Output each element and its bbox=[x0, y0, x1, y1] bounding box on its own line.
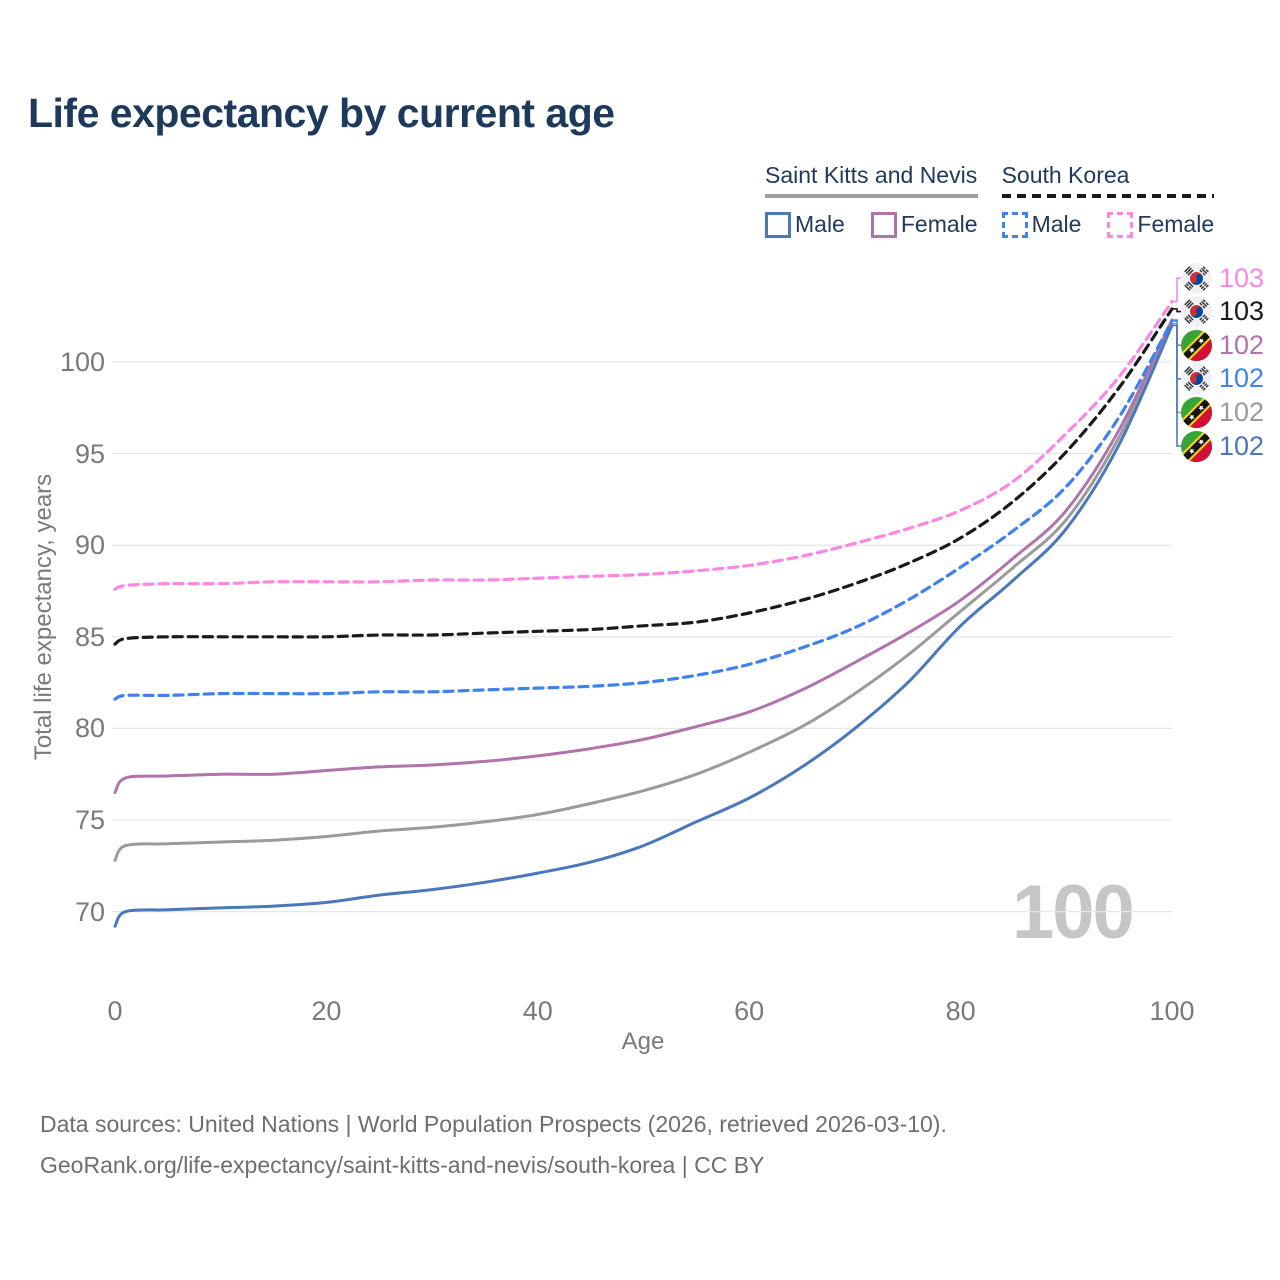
south-korea-flag-icon bbox=[1181, 296, 1212, 328]
legend-item-kr-male[interactable]: Male bbox=[1001, 211, 1082, 238]
footer-data-sources: Data sources: United Nations | World Pop… bbox=[40, 1111, 947, 1137]
saint-kitts-and-nevis-flag-icon bbox=[1181, 396, 1212, 428]
end-value: 102 bbox=[1219, 329, 1265, 360]
line-style-swatch-icon bbox=[765, 211, 791, 238]
gridlines bbox=[112, 361, 1172, 913]
legend-item-skn-female[interactable]: Female bbox=[870, 211, 978, 238]
end-value: 103 bbox=[1219, 296, 1265, 327]
end-value: 103 bbox=[1219, 262, 1265, 293]
footer: Data sources: United Nations | World Pop… bbox=[40, 1104, 947, 1186]
y-tick-label: 100 bbox=[59, 347, 105, 377]
end-label-connector bbox=[1172, 277, 1181, 303]
line-style-swatch-icon bbox=[870, 211, 897, 238]
y-tick-label: 70 bbox=[74, 896, 105, 927]
legend-item-label: Female bbox=[900, 211, 978, 237]
legend-item-kr-female[interactable]: Female bbox=[1107, 211, 1214, 238]
series-line-south-korea-male bbox=[113, 319, 1174, 701]
end-value: 102 bbox=[1219, 396, 1265, 427]
page-title: Life expectancy by current age bbox=[28, 90, 615, 136]
y-tick-label: 85 bbox=[74, 621, 105, 652]
y-tick-label: 80 bbox=[74, 713, 105, 744]
series-line-south-korea-female bbox=[113, 299, 1174, 591]
legend-item-label: Female bbox=[1137, 211, 1215, 237]
footer-attribution: GeoRank.org/life-expectancy/saint-kitts-… bbox=[40, 1152, 765, 1178]
saint-kitts-and-nevis-flag-icon bbox=[1181, 329, 1212, 361]
y-tick-label: 95 bbox=[74, 438, 105, 469]
saint-kitts-and-nevis-flag-icon bbox=[1181, 430, 1212, 462]
legend-underline-dashed bbox=[1001, 194, 1215, 198]
y-tick-label: 90 bbox=[74, 530, 105, 561]
end-value: 102 bbox=[1219, 363, 1265, 394]
x-tick-label: 60 bbox=[734, 996, 765, 1026]
legend: Saint Kitts and Nevis Male Female South … bbox=[765, 162, 1215, 238]
line-style-swatch-icon bbox=[1107, 211, 1134, 238]
end-label-connector bbox=[1172, 324, 1181, 447]
x-tick-label: 0 bbox=[107, 996, 123, 1026]
series-end-label-saint-kitts-and-nevis: 102 bbox=[1181, 396, 1265, 428]
watermark: 100 bbox=[1012, 870, 1135, 955]
series-line-saint-kitts-and-nevis-female bbox=[113, 318, 1174, 794]
line-style-swatch-icon bbox=[1001, 211, 1028, 238]
series-line-saint-kitts-and-nevis-male bbox=[113, 323, 1174, 928]
series-end-label-saint-kitts-and-nevis-male: 102 bbox=[1181, 430, 1265, 462]
series-line-saint-kitts-and-nevis bbox=[113, 322, 1174, 862]
south-korea-flag-icon bbox=[1181, 363, 1212, 395]
legend-country-label: Saint Kitts and Nevis bbox=[765, 162, 978, 188]
legend-country-label: South Korea bbox=[1001, 162, 1130, 188]
series-end-label-south-korea-female: 103 bbox=[1181, 262, 1265, 294]
legend-group-saint-kitts-and-nevis: Saint Kitts and Nevis Male Female bbox=[765, 162, 978, 238]
legend-underline-solid bbox=[765, 194, 978, 198]
x-tick-label: 100 bbox=[1149, 996, 1195, 1026]
legend-item-skn-male[interactable]: Male bbox=[765, 211, 845, 238]
south-korea-flag-icon bbox=[1181, 262, 1212, 294]
x-axis-title: Age bbox=[621, 1028, 665, 1055]
end-label-connector bbox=[1172, 308, 1181, 313]
x-tick-label: 80 bbox=[945, 996, 976, 1026]
series-line-south-korea bbox=[113, 307, 1174, 646]
legend-group-south-korea: South Korea Male Female bbox=[1001, 162, 1215, 238]
end-value: 102 bbox=[1219, 430, 1265, 461]
x-tick-label: 40 bbox=[522, 996, 553, 1026]
y-tick-label: 75 bbox=[74, 805, 105, 835]
series-end-label-south-korea-male: 102 bbox=[1181, 363, 1265, 395]
x-tick-label: 20 bbox=[311, 996, 342, 1026]
legend-item-label: Male bbox=[795, 211, 845, 237]
series-end-label-saint-kitts-and-nevis-female: 102 bbox=[1181, 329, 1265, 361]
legend-item-label: Male bbox=[1031, 211, 1082, 237]
series-end-label-south-korea: 103 bbox=[1181, 296, 1265, 328]
